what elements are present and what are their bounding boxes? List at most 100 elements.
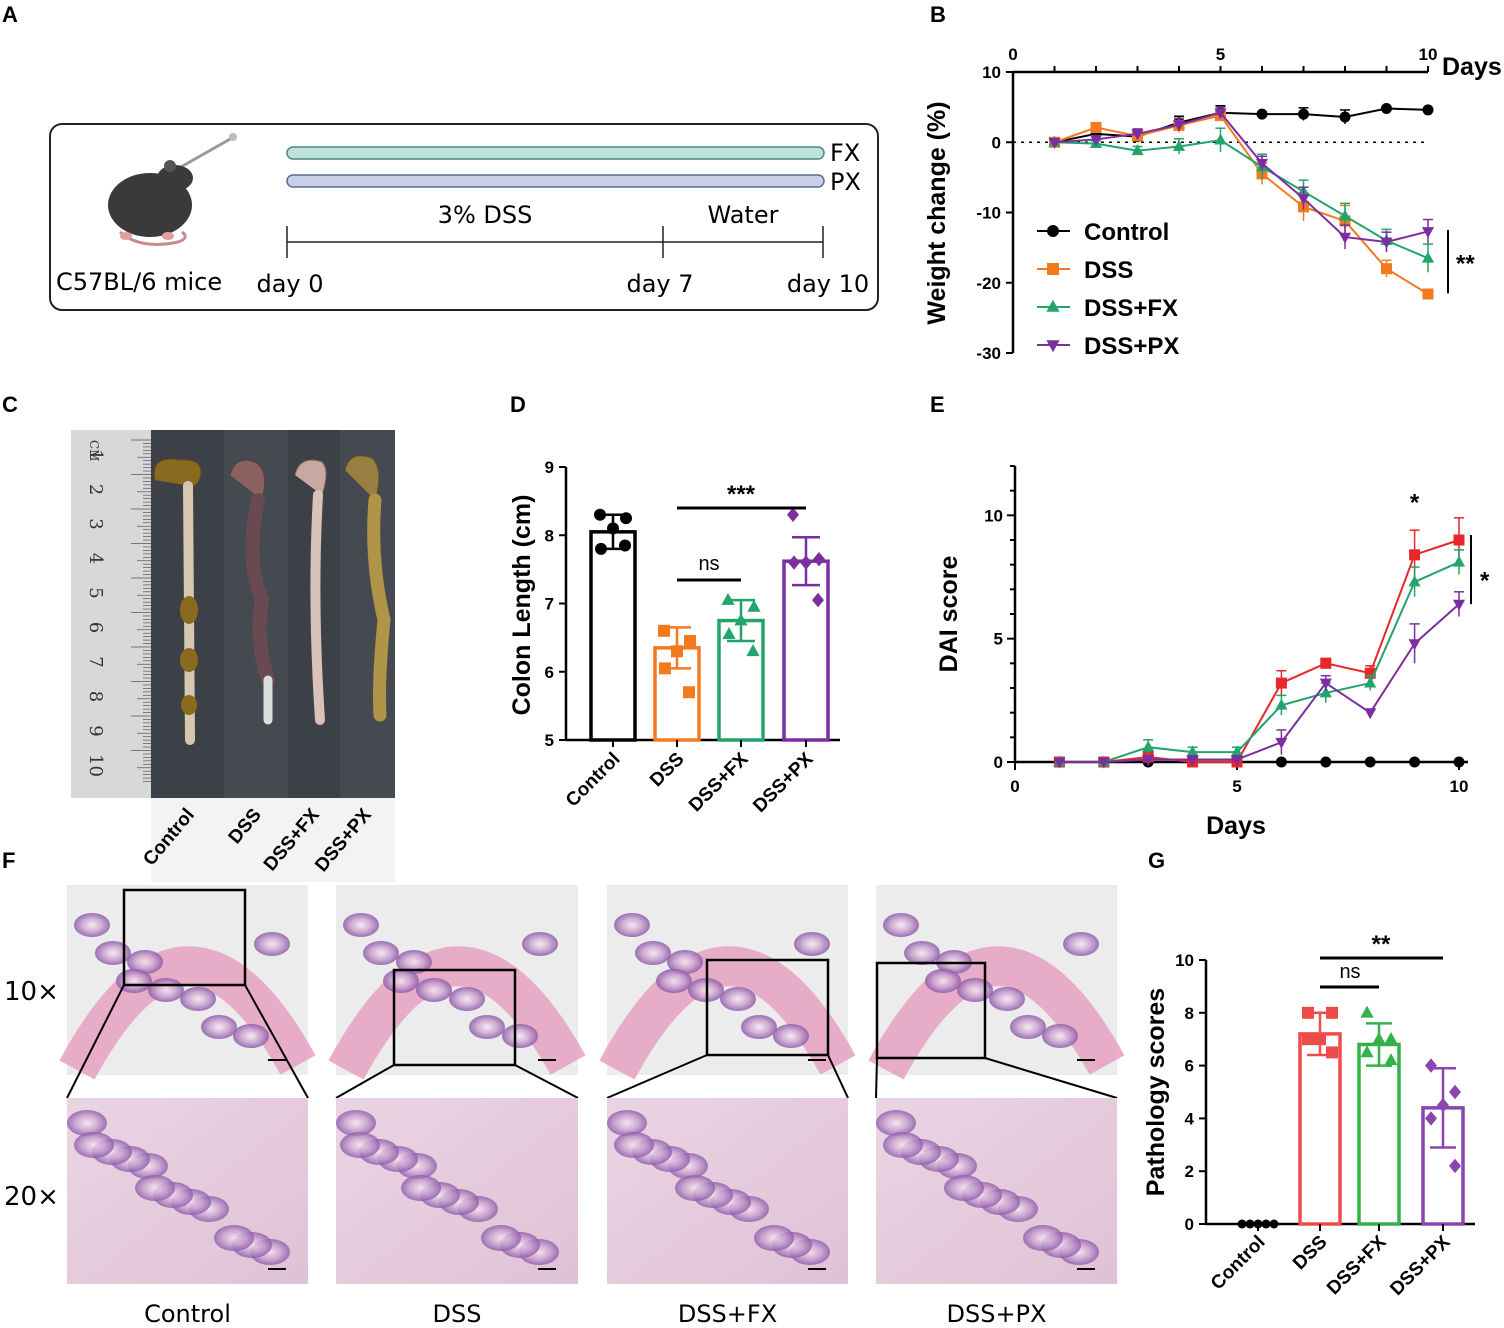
px-bar-label: PX xyxy=(830,168,861,196)
d-point-dss xyxy=(659,662,671,675)
b-point-fx xyxy=(1172,139,1186,151)
d-point-dss xyxy=(658,624,670,637)
histo-zoom-line xyxy=(875,1057,878,1099)
timeline-day0: day 0 xyxy=(256,270,323,298)
ruler-mark-9: 9 xyxy=(85,725,106,736)
e-series-line-dss xyxy=(1059,539,1460,763)
b-x-tick-label: 10 xyxy=(1419,45,1438,64)
histo-crypt xyxy=(343,913,379,937)
b-x-axis-title: Days xyxy=(1442,53,1502,81)
fx-bar-label: FX xyxy=(830,139,860,167)
histo-zoom-box-control xyxy=(122,888,247,987)
g-point-fx xyxy=(1360,1005,1374,1018)
histo-crypt xyxy=(1010,1015,1046,1039)
histo-crypt xyxy=(957,978,993,1002)
phase-dss-label: 3% DSS xyxy=(438,201,533,229)
panel-label-g: G xyxy=(1148,848,1165,873)
e-point-fx xyxy=(1408,575,1421,587)
e-point-fx xyxy=(1186,745,1199,757)
b-y-tick-label: -20 xyxy=(976,274,1001,293)
b-legend-marker-control xyxy=(1047,225,1059,237)
histo-zoom-line xyxy=(335,1064,395,1099)
d-y-tick-label: 7 xyxy=(545,595,554,614)
histo-zoom-box-dss xyxy=(392,968,517,1067)
histo-crypt xyxy=(469,1015,505,1039)
g-category-fx: DSS+FX xyxy=(1323,1231,1391,1299)
b-point-px xyxy=(1131,129,1144,141)
e-point-control xyxy=(1453,756,1465,768)
e-point-control xyxy=(1320,756,1332,768)
b-point-fx xyxy=(1421,251,1435,263)
fx-treatment-bar xyxy=(286,146,825,160)
d-point-fx xyxy=(722,627,736,640)
ruler-ticks: 1 2 3 4 5 6 7 8 9 10 xyxy=(85,439,151,782)
g-point-dss xyxy=(1326,1006,1338,1019)
schematic-panel: C57BL/6 mice FX PX 3% DSS Water day 0 da… xyxy=(49,123,879,311)
histo-crypt xyxy=(925,969,961,993)
b-point-control xyxy=(1298,108,1309,120)
px-treatment-bar xyxy=(286,174,825,188)
d-sig-annotation-1: *** xyxy=(727,481,756,508)
b-y-tick-label: -30 xyxy=(976,344,1001,363)
e-point-px xyxy=(1408,639,1421,651)
histo-crypt xyxy=(1063,932,1099,956)
histo-crypt xyxy=(607,1110,647,1136)
histo-crypt xyxy=(1042,1024,1078,1048)
histo-crypt xyxy=(336,1110,376,1136)
b-point-fx xyxy=(1214,133,1227,145)
b-point-control xyxy=(1339,111,1351,123)
histo-crypt xyxy=(180,987,216,1011)
photo-label-strip xyxy=(151,798,395,882)
chart-g-pathology: 0 2 4 6 8 10 Pathology scores Control DSSDSS+FXD… xyxy=(1142,931,1475,1300)
histo-zoom-line xyxy=(606,1054,708,1099)
panel-label-f: F xyxy=(2,848,15,873)
d-y-tick-label: 6 xyxy=(545,663,554,682)
e-point-px xyxy=(1053,757,1066,769)
e-sig-bracket-label: * xyxy=(1480,568,1490,595)
e-sig-point: * xyxy=(1410,489,1420,516)
b-point-control xyxy=(1381,103,1392,115)
timeline-day7: day 7 xyxy=(626,270,693,298)
b-series-line-px xyxy=(1054,111,1429,244)
d-point-px xyxy=(788,555,800,570)
histo-crypt xyxy=(416,978,452,1002)
d-point-dss xyxy=(684,635,696,648)
d-y-tick-label: 5 xyxy=(545,731,554,750)
histo-crypt xyxy=(233,1024,269,1048)
b-series-line-control xyxy=(1054,107,1429,144)
g-bar-dss xyxy=(1298,1032,1342,1226)
histo-crypt xyxy=(74,913,110,937)
d-point-control xyxy=(619,539,631,552)
histo-caption-dss: DSS xyxy=(433,1300,482,1328)
histo-crypt xyxy=(1023,1225,1063,1251)
g-point-fx xyxy=(1372,1032,1386,1044)
ruler-mark-3: 3 xyxy=(85,518,106,529)
histo-crypt xyxy=(135,1175,175,1201)
e-point-fx xyxy=(1142,740,1155,752)
mouse-illustration xyxy=(108,133,237,246)
ruler-mark-5: 5 xyxy=(85,587,106,598)
histo-zoom-line xyxy=(514,1064,579,1099)
histo-crypt xyxy=(340,1132,380,1158)
b-legend-marker-fx xyxy=(1046,299,1060,312)
g-sig-annotation-1: ** xyxy=(1372,931,1391,958)
histo-crypt xyxy=(67,1110,107,1136)
histo-tissue-band xyxy=(868,946,1125,1080)
e-point-fx xyxy=(1452,555,1466,567)
g-y-axis-title: Pathology scores xyxy=(1142,988,1170,1196)
histo-crypt xyxy=(904,941,940,965)
g-point-px xyxy=(1449,1158,1461,1174)
e-point-px xyxy=(1142,755,1155,767)
g-point-fx xyxy=(1384,1053,1398,1066)
e-point-control xyxy=(1364,756,1376,768)
e-point-dss xyxy=(1409,549,1421,561)
d-category-dss: DSS xyxy=(646,749,688,791)
g-point-fx xyxy=(1384,1032,1398,1044)
b-point-fx xyxy=(1131,144,1144,156)
e-point-px xyxy=(1186,755,1199,767)
b-point-px xyxy=(1089,135,1103,147)
b-legend-label-fx: DSS+FX xyxy=(1084,295,1178,322)
e-x-tick-label: 10 xyxy=(1450,777,1469,796)
b-x-tick-label: 5 xyxy=(1216,45,1225,64)
e-point-fx xyxy=(1275,698,1288,710)
